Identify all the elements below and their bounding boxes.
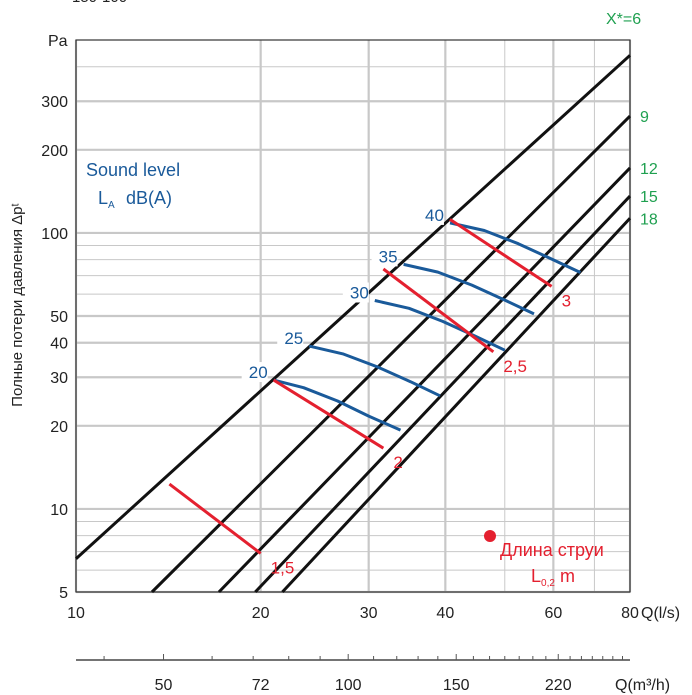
x-tick-label-5: 80 [621, 605, 639, 622]
sound-curve-label-0: 20 [249, 363, 268, 382]
series-line-1 [150, 115, 632, 594]
sound-curve-label-bg-3 [371, 246, 398, 267]
throw-legend-marker [484, 530, 496, 542]
throw-length-lines: 1,5 2 2,5 3 [168, 218, 571, 577]
sound-level-la: LA [98, 188, 115, 211]
x2-tick-label-1: 72 [252, 677, 270, 694]
y-tick-label-0: 5 [59, 585, 68, 602]
y-tick-labels: 5 10 20 30 40 50 100 200 300 [41, 94, 68, 602]
series-label-0: X*=6 [606, 11, 641, 28]
plot-frame [75, 39, 631, 593]
x2-unit-label: Q(m³/h) [615, 677, 670, 694]
y-unit-label: Pa [48, 33, 68, 50]
x2-tick-label-3: 150 [443, 677, 470, 694]
throw-line-label-0: 1,5 [271, 558, 295, 577]
series-label-1: 9 [640, 109, 649, 126]
series-line-2 [217, 166, 632, 594]
throw-length-title: Длина струи [500, 540, 604, 560]
throw-line-label-2: 2,5 [503, 357, 527, 376]
y-tick-label-5: 50 [50, 309, 68, 326]
throw-line-3 [449, 218, 553, 288]
sound-curve-label-bg-2 [342, 282, 369, 303]
throw-line-label-1: 2 [393, 453, 402, 472]
y-tick-label-6: 100 [41, 226, 68, 243]
x-tick-label-1: 20 [252, 605, 270, 622]
sound-curve-3 [403, 262, 535, 316]
throw-line-2 [382, 267, 495, 353]
x-lines: X*=6 9 12 15 18 [74, 11, 658, 594]
sound-curve-label-bg-0 [241, 362, 268, 383]
x-tick-label-0: 10 [67, 605, 85, 622]
y-tick-label-7: 200 [41, 143, 68, 160]
chart-title-fragment: 150-100 [72, 0, 127, 6]
sound-curve-label-bg-1 [277, 328, 304, 349]
series-label-3: 15 [640, 189, 658, 206]
throw-line-label-3: 3 [562, 291, 571, 310]
secondary-x-axis: 50 72 100 150 220 [76, 654, 630, 694]
series-label-4: 18 [640, 211, 658, 228]
y-tick-label-2: 20 [50, 419, 68, 436]
x2-tick-label-2: 100 [335, 677, 362, 694]
sound-level-title: Sound level [86, 160, 180, 180]
y-tick-label-8: 300 [41, 94, 68, 111]
sound-curve-0 [273, 378, 402, 432]
sound-curve-label-bg-4 [417, 204, 444, 225]
sound-level-unit: dB(A) [126, 188, 172, 208]
sound-curve-label-3: 35 [379, 247, 398, 266]
x-tick-label-3: 40 [436, 605, 454, 622]
x2-tick-label-0: 50 [155, 677, 173, 694]
series-line-3 [254, 195, 632, 594]
sound-curve-label-1: 25 [284, 329, 303, 348]
sound-level-curves: 20 25 30 35 40 [241, 204, 582, 432]
sound-curve-label-2: 30 [350, 284, 369, 303]
y-tick-label-4: 40 [50, 336, 68, 353]
throw-line-1 [272, 378, 385, 450]
x-tick-label-4: 60 [544, 605, 562, 622]
y-tick-label-3: 30 [50, 370, 68, 387]
throw-line-0 [168, 482, 262, 555]
x-tick-label-2: 30 [360, 605, 378, 622]
x-unit-label: Q(l/s) [641, 605, 680, 622]
grid [74, 39, 632, 594]
series-line-0 [74, 54, 632, 560]
series-line-4 [281, 217, 632, 594]
sound-curve-label-4: 40 [425, 206, 444, 225]
sound-curve-4 [449, 221, 582, 274]
sound-curve-2 [374, 299, 506, 352]
y-axis-label: Полные потери давления Δpᵗ [9, 203, 26, 407]
series-label-2: 12 [640, 161, 658, 178]
sound-curve-1 [308, 344, 441, 398]
x-tick-labels: 10 20 30 40 60 80 [67, 605, 639, 622]
throw-length-unit: m [560, 566, 575, 586]
x2-tick-label-4: 220 [545, 677, 572, 694]
throw-length-l02: L0,2 [531, 566, 555, 589]
y-tick-label-1: 10 [50, 502, 68, 519]
